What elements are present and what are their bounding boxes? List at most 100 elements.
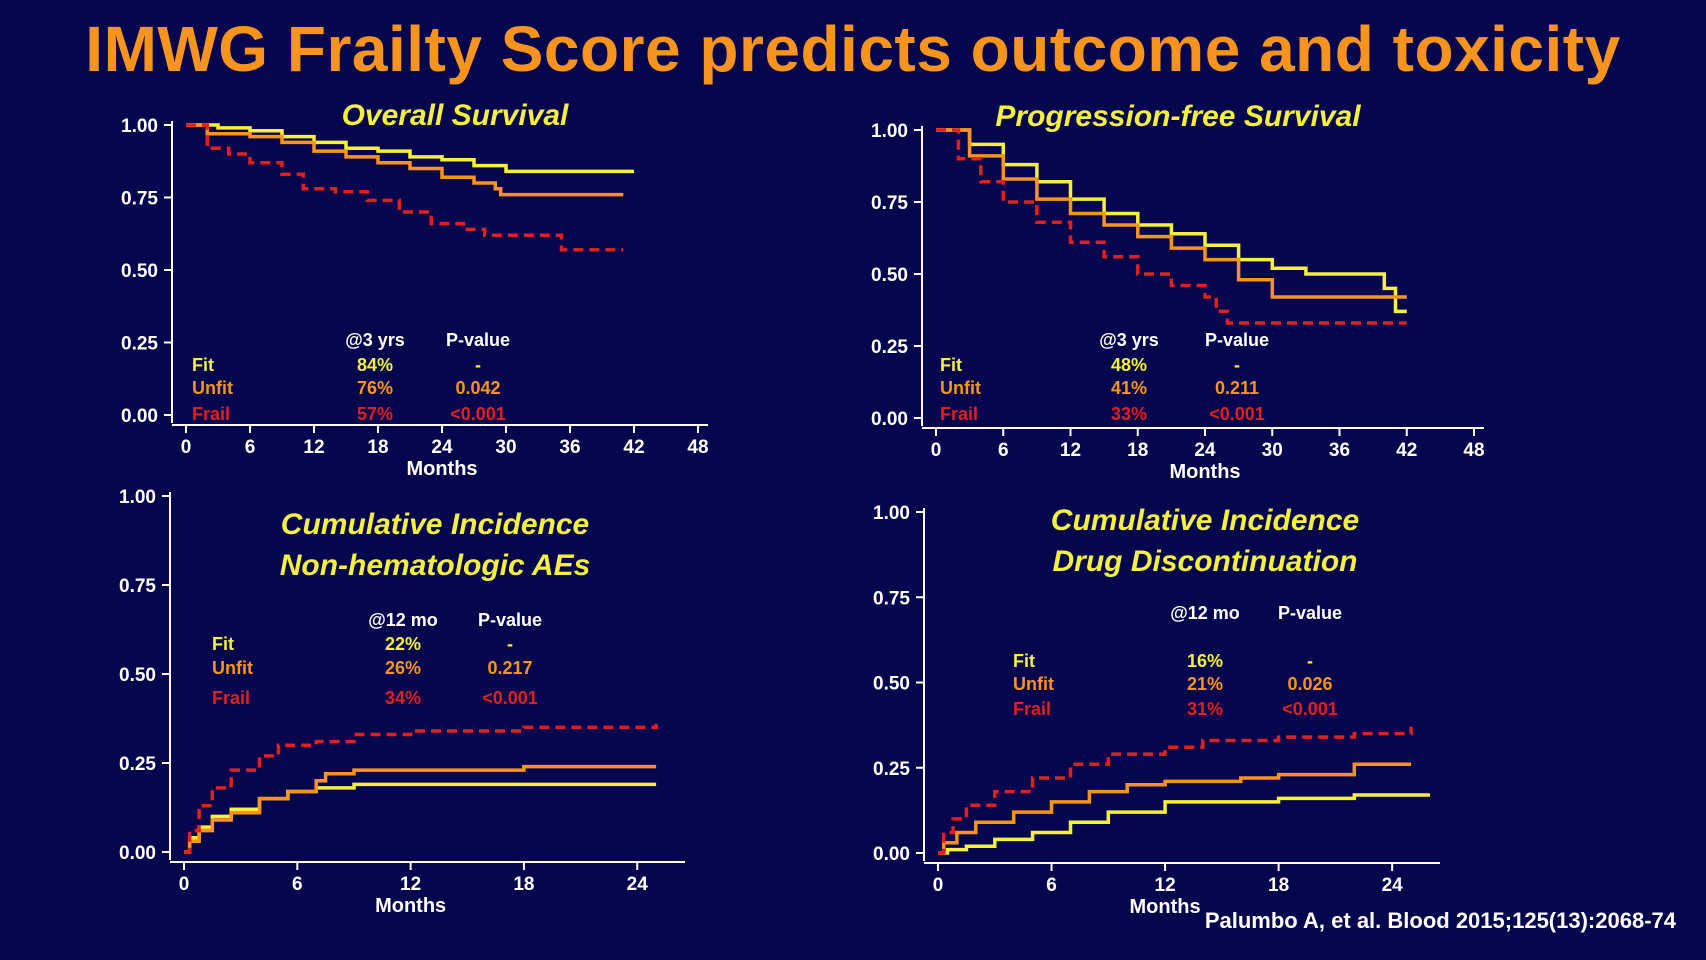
table-p-value: 0.026	[1287, 674, 1332, 694]
series-line-fit	[186, 123, 634, 174]
x-tick-label: 30	[495, 437, 516, 458]
table-p-value: -	[1234, 355, 1240, 375]
y-tick-label: 0.25	[873, 759, 910, 780]
y-tick-label: 0.00	[873, 844, 910, 865]
table-group-label: Fit	[192, 355, 214, 375]
y-tick-label: 0.25	[119, 754, 156, 775]
x-axis-title: Months	[375, 895, 446, 917]
x-tick-label: 0	[933, 875, 944, 896]
series-line-fit	[184, 782, 657, 854]
table-value: 26%	[385, 658, 421, 678]
table-p-value: -	[507, 634, 513, 654]
x-tick-label: 42	[1396, 440, 1417, 461]
table-group-label: Unfit	[940, 378, 981, 398]
table-value: 16%	[1187, 651, 1223, 671]
table-group-label: Frail	[1013, 699, 1051, 719]
x-tick-label: 0	[931, 440, 942, 461]
series-line-frail	[938, 726, 1413, 855]
panel-title: Overall Survival	[342, 99, 569, 132]
y-tick-label: 0.00	[119, 843, 156, 864]
series-line-frail	[184, 723, 658, 854]
table-group-label: Frail	[212, 688, 250, 708]
table-group-label: Fit	[212, 634, 234, 654]
table-header: P-value	[1205, 330, 1269, 350]
table-group-label: Frail	[940, 404, 978, 424]
table-p-value: <0.001	[450, 404, 506, 424]
series-line-fit	[938, 793, 1430, 855]
y-tick-label: 0.00	[871, 409, 908, 430]
table-header: P-value	[1278, 603, 1342, 623]
table-value: 31%	[1187, 699, 1223, 719]
x-tick-label: 18	[1268, 875, 1289, 896]
stats-table: @12 mo P-value Fit 22% - Unfit 26% 0.217 Frail 34…	[212, 610, 542, 708]
x-tick-label: 36	[1329, 440, 1350, 461]
x-tick-label: 6	[998, 440, 1009, 461]
x-tick-label: 18	[1127, 440, 1148, 461]
y-tick-label: 1.00	[121, 116, 158, 137]
series-line-fit	[936, 128, 1407, 314]
x-tick-label: 24	[1382, 875, 1404, 896]
x-axis-title: Months	[1169, 461, 1240, 483]
table-header: @12 mo	[1170, 603, 1240, 623]
x-axis-title: Months	[406, 458, 477, 480]
table-header: P-value	[478, 610, 542, 630]
series-line-unfit	[936, 128, 1407, 299]
chart-pfs: 0.00 0.25 0.50 0.75 1.00 0 6 12 18 24 30 36 42 48 Mont…	[871, 100, 1485, 483]
x-tick-label: 30	[1262, 440, 1283, 461]
table-value: 33%	[1111, 404, 1147, 424]
table-group-label: Unfit	[212, 658, 253, 678]
series-line-unfit	[184, 764, 657, 854]
table-p-value: 0.042	[455, 378, 500, 398]
y-tick-label: 0.00	[121, 406, 158, 427]
x-tick-label: 48	[1463, 440, 1484, 461]
panel-title: Cumulative Incidence	[1051, 504, 1359, 537]
table-p-value: -	[475, 355, 481, 375]
y-tick-label: 0.75	[121, 189, 158, 210]
x-tick-label: 18	[513, 874, 534, 895]
x-tick-label: 12	[1155, 875, 1176, 896]
stats-table: @12 mo P-value Fit 16% - Unfit 21% 0.026 Frail 31…	[1013, 603, 1342, 719]
x-tick-label: 6	[1046, 875, 1057, 896]
x-tick-label: 24	[627, 874, 649, 895]
table-p-value: -	[1307, 651, 1313, 671]
y-tick-label: 0.75	[873, 588, 910, 609]
y-tick-label: 0.50	[871, 265, 908, 286]
table-p-value: <0.001	[482, 688, 538, 708]
y-tick-label: 1.00	[119, 487, 156, 508]
y-tick-label: 1.00	[871, 121, 908, 142]
table-value: 76%	[357, 378, 393, 398]
y-tick-label: 0.50	[121, 261, 158, 282]
panel-title: Drug Discontinuation	[1053, 545, 1358, 578]
stats-table: @3 yrs P-value Fit 84% - Unfit 76% 0.042 Frail 57…	[192, 330, 510, 424]
x-axis-title: Months	[1130, 896, 1201, 918]
x-tick-label: 36	[559, 437, 580, 458]
y-tick-label: 0.75	[871, 193, 908, 214]
chart-os: 0.00 0.25 0.50 0.75 1.00 0 6 12 18 24 30 36 42 48 Mont…	[121, 99, 709, 480]
citation: Palumbo A, et al. Blood 2015;125(13):206…	[1204, 908, 1676, 933]
table-group-label: Fit	[940, 355, 962, 375]
series-line-unfit	[186, 123, 624, 197]
table-p-value: 0.211	[1215, 378, 1259, 398]
x-tick-label: 48	[687, 437, 708, 458]
table-p-value: 0.217	[487, 658, 532, 678]
x-tick-label: 0	[181, 437, 192, 458]
x-tick-label: 12	[1060, 440, 1081, 461]
series-line-frail	[186, 123, 624, 252]
series-line-frail	[936, 128, 1407, 325]
table-value: 84%	[357, 355, 393, 375]
panel-title: Cumulative Incidence	[281, 508, 589, 541]
y-tick-label: 0.75	[119, 576, 156, 597]
table-header: @3 yrs	[345, 330, 405, 350]
x-tick-label: 0	[179, 874, 190, 895]
y-tick-label: 1.00	[873, 503, 910, 524]
x-tick-label: 24	[431, 437, 453, 458]
x-tick-label: 24	[1194, 440, 1216, 461]
y-tick-label: 0.50	[873, 674, 910, 695]
table-value: 22%	[385, 634, 421, 654]
y-tick-label: 0.25	[871, 337, 908, 358]
table-group-label: Unfit	[1013, 674, 1054, 694]
table-header: @3 yrs	[1099, 330, 1159, 350]
x-tick-label: 6	[292, 874, 303, 895]
